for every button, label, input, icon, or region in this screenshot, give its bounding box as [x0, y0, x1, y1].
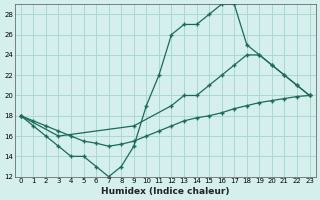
X-axis label: Humidex (Indice chaleur): Humidex (Indice chaleur) — [101, 187, 229, 196]
